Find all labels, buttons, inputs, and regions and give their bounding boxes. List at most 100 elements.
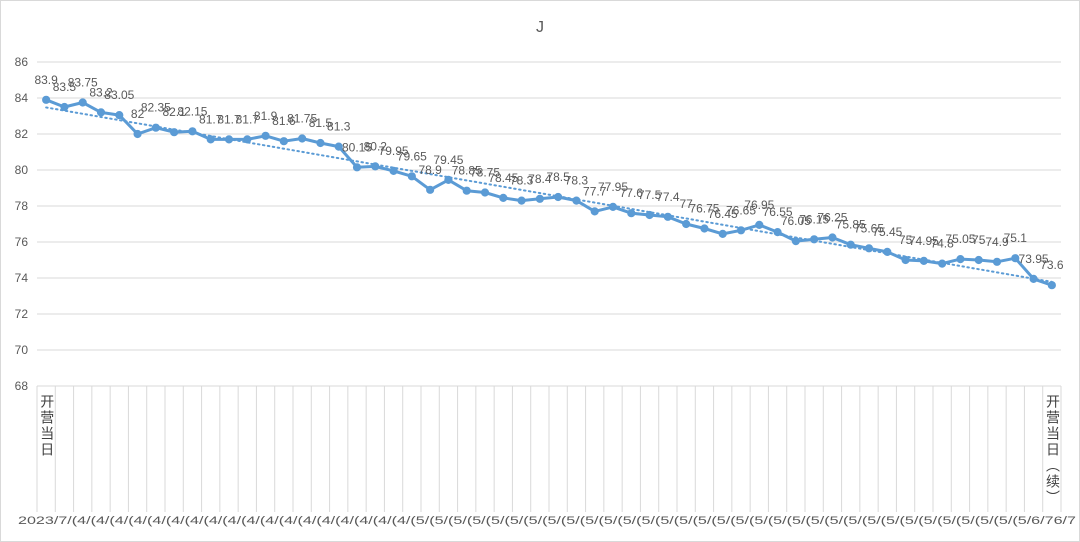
y-tick-label: 68	[15, 379, 29, 393]
data-label: 77	[679, 197, 693, 211]
data-label: 75.1	[1004, 231, 1028, 245]
data-label: 78.4	[528, 172, 552, 186]
category-axis	[36, 386, 1062, 512]
data-label: 75.85	[836, 218, 866, 232]
data-point-marker	[1011, 254, 1020, 263]
data-point-marker	[480, 188, 490, 197]
data-point-marker	[755, 220, 764, 229]
data-label: 79.45	[433, 153, 463, 167]
data-label: 76.65	[726, 203, 756, 217]
data-label: 76.95	[744, 198, 774, 212]
data-point-marker	[554, 192, 563, 202]
data-labels: 83.983.583.7583.283.058282.3582.182.1581…	[34, 73, 1063, 272]
data-label: 77.7	[583, 184, 607, 198]
y-tick-label: 70	[15, 343, 29, 357]
data-label: 83.05	[104, 88, 134, 102]
data-point-marker	[627, 209, 636, 218]
data-label: 81.5	[309, 116, 333, 130]
data-label: 73.95	[1019, 252, 1049, 266]
data-label: 81.9	[254, 109, 278, 123]
data-point-marker	[901, 255, 910, 265]
y-tick-label: 76	[15, 235, 29, 249]
data-label: 76.75	[689, 202, 719, 216]
data-label: 79.95	[379, 144, 409, 158]
data-label: 81.75	[287, 112, 317, 126]
data-point-marker	[426, 185, 435, 194]
data-label: 82	[131, 107, 145, 121]
data-label: 83.5	[53, 80, 77, 94]
data-point-marker	[206, 135, 215, 144]
data-point-marker	[1047, 281, 1056, 290]
data-point-marker	[864, 244, 874, 253]
data-label: 78.75	[470, 166, 500, 180]
data-point-marker	[133, 129, 142, 139]
data-point-marker	[298, 134, 307, 143]
data-label: 76.55	[763, 205, 793, 219]
data-label: 74.8	[930, 237, 954, 251]
data-label: 83.75	[68, 76, 98, 90]
data-point-marker	[810, 235, 819, 244]
x-axis-date-labels: 2023/7/(4/(4/(4/(4/(4/(4/(4/(4/(4/(4/(4/…	[18, 515, 1076, 527]
data-point-marker	[499, 193, 508, 202]
data-point-marker	[151, 123, 160, 132]
category-label: 开营当日	[38, 394, 55, 458]
y-tick-label: 82	[15, 127, 29, 141]
data-point-marker	[791, 237, 800, 246]
data-point-marker	[261, 131, 270, 140]
data-point-marker	[974, 255, 983, 265]
data-label: 80.2	[364, 139, 388, 153]
data-point-marker	[407, 172, 416, 181]
data-label: 78.3	[565, 174, 589, 188]
data-label: 77.4	[656, 190, 680, 204]
data-label: 73.6	[1040, 258, 1064, 272]
data-point-marker	[919, 256, 928, 265]
y-tick-label: 78	[15, 199, 29, 213]
data-point-marker	[42, 95, 51, 104]
data-label: 78.3	[510, 174, 534, 188]
gridlines	[37, 61, 1061, 387]
series-layer	[42, 95, 1056, 290]
data-point-marker	[188, 127, 197, 136]
data-point-marker	[1029, 274, 1038, 283]
data-label: 78.45	[488, 171, 518, 185]
y-tick-label: 86	[15, 55, 29, 69]
data-point-marker	[115, 111, 124, 120]
data-label: 81.6	[272, 114, 296, 128]
data-label: 75.05	[945, 232, 975, 246]
data-label: 82.1	[162, 105, 186, 119]
data-point-marker	[535, 194, 544, 203]
chart-title: J	[536, 19, 544, 36]
data-label: 83.9	[34, 73, 58, 87]
data-point-marker	[828, 233, 837, 242]
data-label: 78.5	[546, 170, 570, 184]
data-label: 81.7	[236, 112, 260, 126]
data-label: 77.95	[598, 180, 628, 194]
data-point-marker	[389, 166, 398, 175]
data-point-marker	[645, 210, 654, 220]
data-label: 76.15	[799, 212, 829, 226]
data-point-marker	[718, 229, 727, 238]
data-point-marker	[938, 259, 947, 268]
data-label: 82.35	[141, 101, 171, 115]
data-label: 76.25	[817, 211, 847, 225]
data-label: 79.65	[397, 149, 427, 163]
data-label: 75.65	[854, 221, 884, 235]
data-label: 75	[899, 233, 913, 247]
data-point-marker	[334, 142, 343, 151]
data-point-marker	[96, 108, 106, 117]
data-label: 81.7	[199, 112, 223, 126]
data-point-marker	[682, 219, 691, 229]
category-label: 开营当日（续）	[1043, 394, 1060, 506]
data-point-marker	[279, 137, 288, 146]
data-point-marker	[572, 196, 581, 205]
data-point-marker	[608, 202, 618, 211]
data-label: 74.95	[909, 234, 939, 248]
data-point-marker	[170, 128, 179, 137]
data-point-marker	[371, 162, 380, 171]
data-point-marker	[517, 196, 526, 205]
data-point-marker	[846, 240, 855, 249]
data-point-marker	[243, 135, 252, 144]
